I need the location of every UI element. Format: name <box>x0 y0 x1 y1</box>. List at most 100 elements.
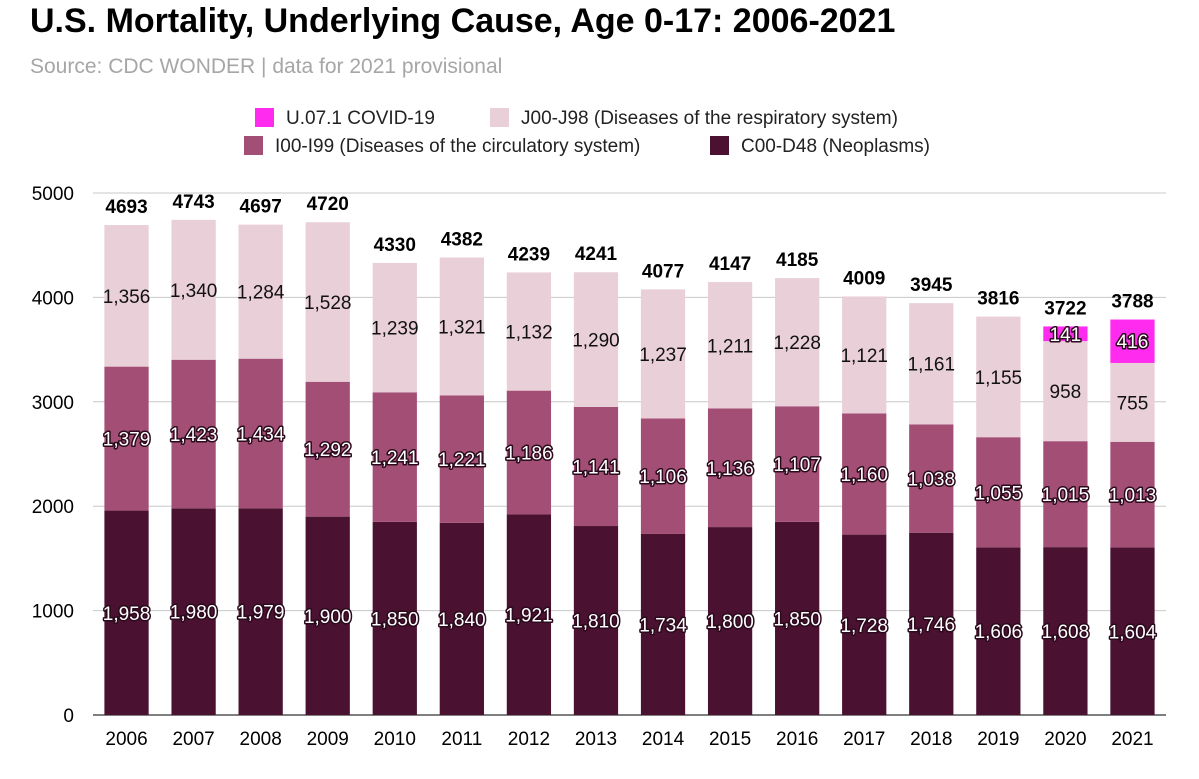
data-label: 1,038 <box>908 470 956 491</box>
bar-segment-u-07-1-covid-19 <box>1110 319 1155 363</box>
bar-segment-c00-d48-neoplasms <box>238 508 283 715</box>
bar-segment-c00-d48-neoplasms <box>909 532 954 715</box>
bar-segment-j00-j98-diseases-of-the-respiratory-system <box>238 224 283 359</box>
bar-segment-c00-d48-neoplasms <box>171 508 216 715</box>
legend-label: I00-I99 (Diseases of the circulatory sys… <box>275 136 640 157</box>
data-label: 1,107 <box>773 455 821 476</box>
legend-swatch <box>244 136 263 155</box>
bar-segment-c00-d48-neoplasms <box>439 522 484 715</box>
data-label: 1,241 <box>371 448 419 469</box>
y-axis: 0 1000 2000 3000 4000 5000 <box>32 184 74 727</box>
x-tick-label: 2018 <box>910 729 952 750</box>
bar-segment-c00-d48-neoplasms <box>506 514 552 715</box>
bar-segment-j00-j98-diseases-of-the-respiratory-system <box>104 225 149 367</box>
chart-legend: U.07.1 COVID-19 J00-J98 (Diseases of the … <box>244 108 930 157</box>
data-label: 1,284 <box>237 283 285 304</box>
data-label: 1,850 <box>371 609 419 630</box>
data-label: 1,186 <box>505 444 553 465</box>
total-label: 4330 <box>374 235 416 256</box>
bar-segment-c00-d48-neoplasms <box>305 516 350 715</box>
data-label: 755 <box>1117 393 1149 414</box>
x-tick-label: 2017 <box>843 729 885 750</box>
data-label: 1,221 <box>438 450 486 471</box>
bar-segment-i00-i99-diseases-of-the-circulatory-system <box>305 381 350 517</box>
bar-segment-i00-i99-diseases-of-the-circulatory-system <box>573 406 619 527</box>
bar-segment-j00-j98-diseases-of-the-respiratory-system <box>372 262 417 393</box>
x-tick-label: 2016 <box>776 729 818 750</box>
data-label: 1,290 <box>572 331 620 352</box>
bar-segment-i00-i99-diseases-of-the-circulatory-system <box>640 418 686 534</box>
data-label: 1,015 <box>1042 485 1090 506</box>
y-tick-label: 4000 <box>32 288 74 309</box>
x-tick-label: 2008 <box>240 729 282 750</box>
bars: 1,958 1,379 1,356 4693 1,980 1,423 1,340 4743 1,… <box>101 192 1158 715</box>
bar-segment-i00-i99-diseases-of-the-circulatory-system <box>372 392 417 522</box>
total-label: 3722 <box>1044 298 1086 319</box>
y-tick-label: 3000 <box>32 393 74 414</box>
x-tick-label: 2015 <box>709 729 751 750</box>
data-label: 1,810 <box>572 612 620 633</box>
data-label: 1,728 <box>840 616 888 637</box>
data-label: 1,106 <box>639 467 687 488</box>
bar-segment-u-07-1-covid-19 <box>1043 326 1088 342</box>
bar-segment-i00-i99-diseases-of-the-circulatory-system <box>439 395 484 523</box>
bar-segment-j00-j98-diseases-of-the-respiratory-system <box>573 272 619 407</box>
data-label: 1,160 <box>840 465 888 486</box>
bar-segment-i00-i99-diseases-of-the-circulatory-system <box>976 437 1021 548</box>
x-tick-label: 2007 <box>172 729 214 750</box>
y-tick-label: 5000 <box>32 184 74 205</box>
total-label: 4693 <box>105 197 147 218</box>
data-label: 1,980 <box>170 603 218 624</box>
data-label: 1,608 <box>1042 622 1090 643</box>
data-label: 1,840 <box>438 610 486 631</box>
data-label: 1,423 <box>170 425 218 446</box>
bar-segment-j00-j98-diseases-of-the-respiratory-system <box>640 289 686 419</box>
bar-segment-c00-d48-neoplasms <box>104 510 149 715</box>
legend-label: C00-D48 (Neoplasms) <box>741 136 930 157</box>
bar-segment-j00-j98-diseases-of-the-respiratory-system <box>439 257 484 396</box>
x-tick-label: 2010 <box>374 729 416 750</box>
bar-segment-c00-d48-neoplasms <box>842 534 887 715</box>
data-label: 1,850 <box>773 609 821 630</box>
total-label: 4743 <box>172 192 214 213</box>
total-label: 4185 <box>776 250 819 271</box>
bar-segment-c00-d48-neoplasms <box>1110 547 1155 715</box>
bar-segment-c00-d48-neoplasms <box>372 521 417 715</box>
bar-segment-j00-j98-diseases-of-the-respiratory-system <box>976 316 1021 438</box>
y-tick-label: 0 <box>63 706 74 727</box>
data-label: 1,211 <box>707 336 753 357</box>
bar-segment-c00-d48-neoplasms <box>707 527 753 715</box>
data-label: 141 <box>1050 325 1082 346</box>
x-tick-label: 2012 <box>508 729 550 750</box>
legend-swatch <box>710 136 729 155</box>
bar-segment-i00-i99-diseases-of-the-circulatory-system <box>104 366 149 511</box>
data-label: 1,356 <box>103 287 151 308</box>
bar-segment-j00-j98-diseases-of-the-respiratory-system <box>506 272 552 391</box>
bar-segment-i00-i99-diseases-of-the-circulatory-system <box>842 413 887 535</box>
y-tick-label: 1000 <box>32 602 74 623</box>
data-label: 1,958 <box>103 604 151 625</box>
bar-segment-c00-d48-neoplasms <box>1043 547 1088 715</box>
total-label: 4009 <box>843 268 885 289</box>
bar-segment-j00-j98-diseases-of-the-respiratory-system <box>842 296 887 414</box>
legend-label: U.07.1 COVID-19 <box>286 108 435 129</box>
data-label: 1,604 <box>1109 622 1157 643</box>
chart-title: U.S. Mortality, Underlying Cause, Age 0-… <box>30 2 896 40</box>
data-label: 1,434 <box>237 425 285 446</box>
data-label: 1,055 <box>975 483 1023 504</box>
data-label: 1,155 <box>975 368 1023 389</box>
data-label: 1,921 <box>505 606 553 627</box>
total-label: 4720 <box>307 194 349 215</box>
data-label: 1,121 <box>840 346 888 367</box>
bar-segment-i00-i99-diseases-of-the-circulatory-system <box>238 358 283 509</box>
data-label: 1,132 <box>505 323 553 344</box>
bar-segment-c00-d48-neoplasms <box>775 521 820 715</box>
x-tick-label: 2011 <box>441 729 482 750</box>
bar-segment-j00-j98-diseases-of-the-respiratory-system <box>707 282 753 409</box>
bar-segment-i00-i99-diseases-of-the-circulatory-system <box>909 424 954 533</box>
x-tick-label: 2020 <box>1044 729 1086 750</box>
x-tick-label: 2014 <box>642 729 685 750</box>
bar-segment-j00-j98-diseases-of-the-respiratory-system <box>775 278 820 407</box>
data-label: 1,321 <box>438 317 486 338</box>
